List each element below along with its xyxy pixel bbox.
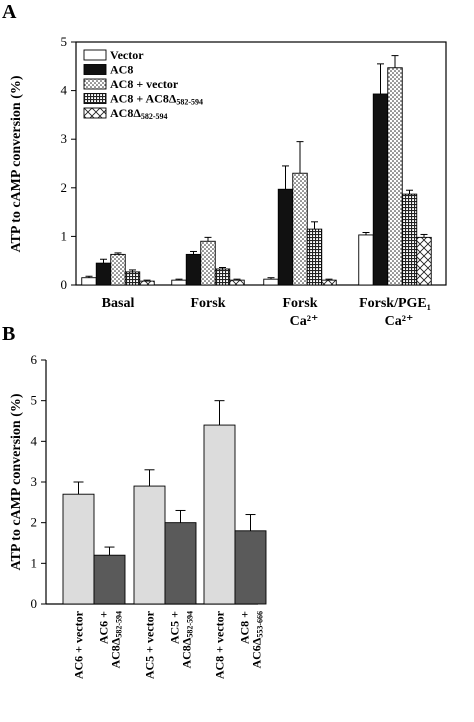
panel-b-category-label: AC8 + vector (213, 610, 227, 679)
panel-b-category-label: AC8 + (238, 611, 252, 644)
panel-b-category-label: AC5 + vector (143, 610, 157, 679)
panel-a-y-tick-label: 5 (61, 34, 68, 49)
panel-a-bar (387, 67, 403, 286)
panel-b-y-tick-label: 3 (31, 474, 38, 489)
panel-a-bar (171, 279, 187, 286)
panel-a-legend-label: AC8Δ582-594 (110, 106, 168, 121)
panel-a-plot-frame (75, 41, 447, 286)
panel-a-bar (416, 236, 432, 286)
panel-a-legend-label: Vector (110, 48, 144, 62)
panel-a-bar (277, 188, 294, 286)
panel-a-bar (139, 280, 155, 286)
panel-b-category-label: AC8Δ582-594 (180, 611, 195, 669)
panel-a-bar (321, 279, 337, 286)
panel-b-y-tick-label: 6 (31, 352, 38, 367)
panel-a-y-tick-label: 0 (61, 277, 68, 292)
panel-a-bar (185, 253, 202, 286)
panel-a-category-label: Forsk (191, 296, 226, 311)
panel-a-bar (401, 193, 418, 286)
panel-b-category-label: AC5 + (168, 611, 182, 644)
panel-a-legend-swatch (83, 93, 107, 104)
panel-a-category-label: Forsk (283, 296, 318, 311)
panel-a-bar (81, 277, 97, 286)
panel-a-category-label: Forsk/PGE₁ (359, 296, 431, 311)
panel-b-y-tick-label: 1 (31, 555, 38, 570)
panel-a-legend-label: AC8 (110, 63, 133, 77)
panel-b-bar (164, 522, 197, 605)
panel-b-category-label: AC6Δ553-666 (250, 611, 265, 669)
panel-a-bar (214, 268, 231, 286)
panel-b-category-label: AC8Δ582-594 (109, 611, 124, 669)
panel-b-category-label: AC6 + (97, 611, 111, 644)
panel-a-bar (229, 279, 245, 286)
panel-b-y-tick-label: 0 (31, 596, 38, 611)
panel-a-bar (110, 253, 126, 286)
panel-a-y-tick-label: 1 (61, 228, 68, 243)
panel-b-bar (62, 493, 95, 605)
panel-b-bar (133, 485, 166, 605)
panel-a-y-tick-label: 4 (61, 83, 68, 98)
panel-a-bar (124, 271, 141, 286)
panel-a-bar (372, 93, 389, 286)
panel-a-legend-label: AC8 + vector (110, 77, 179, 91)
panel-a-bar (200, 240, 216, 286)
panel-b-y-tick-label: 5 (31, 393, 38, 408)
panel-a-letter: A (2, 1, 17, 23)
panel-a-legend-label: AC8 + AC8Δ582-594 (110, 92, 203, 107)
panel-b-y-axis-label: ATP to cAMP conversion (%) (9, 393, 24, 570)
panel-a-legend-swatch (83, 64, 107, 75)
panel-a-category-sublabel: Ca²⁺ (385, 314, 414, 329)
panel-a-legend-swatch (83, 107, 107, 119)
panel-a-chart: 0 1 2 3 4 5 Basal Forsk Forsk Ca²⁺ Forsk/PGE₁ Ca²⁺ V… (61, 34, 447, 329)
panel-a-legend-swatch (83, 49, 107, 61)
panel-a-bar (292, 172, 308, 286)
panel-b-bar (203, 424, 236, 605)
panel-a-legend-swatch (83, 78, 107, 90)
panel-a-category-label: Basal (102, 296, 135, 311)
panel-a-bar (95, 262, 112, 286)
panel-a-category-sublabel: Ca²⁺ (290, 314, 319, 329)
panel-b-bar (234, 530, 267, 605)
panel-b-category-label: AC6 + vector (72, 610, 86, 679)
panel-a-y-axis-label: ATP to cAMP conversion (%) (9, 75, 24, 252)
panel-b-y-tick-label: 2 (31, 515, 38, 530)
panel-a-y-tick-label: 3 (61, 131, 68, 146)
panel-a-bar (358, 234, 374, 286)
panel-b-y-tick-label: 4 (31, 433, 38, 448)
panel-a-y-tick-label: 2 (61, 180, 68, 195)
panel-b-bar (93, 554, 126, 605)
panel-b-letter: B (2, 323, 15, 345)
panel-a-bar (306, 228, 323, 286)
panel-a-bar (263, 278, 279, 286)
